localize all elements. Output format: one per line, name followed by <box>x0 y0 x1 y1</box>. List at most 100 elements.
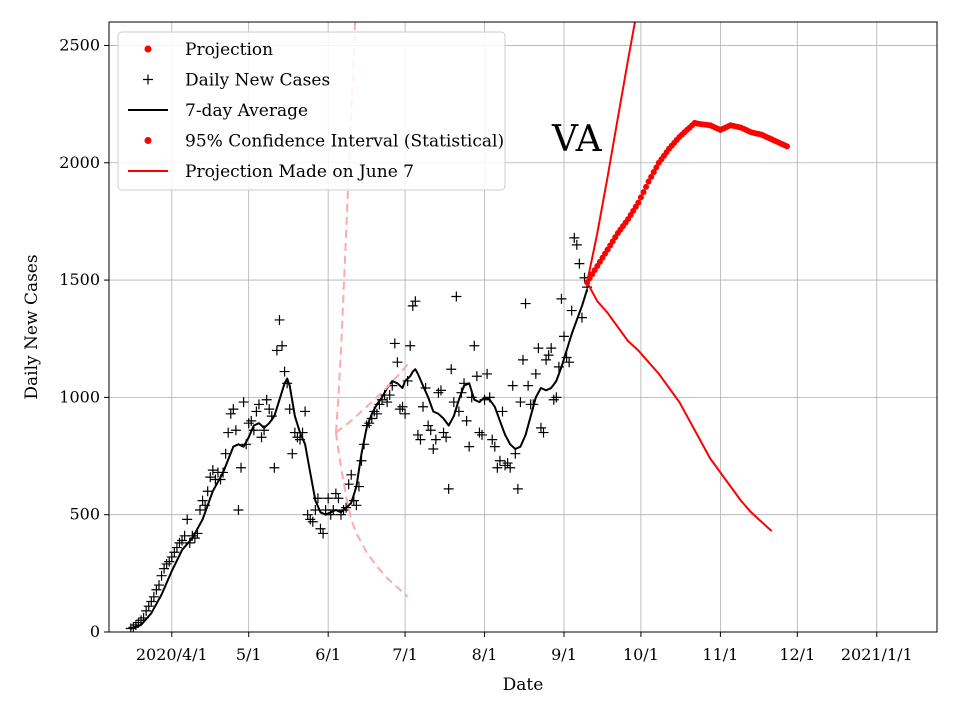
series-daily-new-cases <box>125 232 593 632</box>
data-point <box>238 397 249 408</box>
data-point <box>323 493 334 504</box>
95-confidence-interval-upper-line <box>586 22 636 283</box>
data-point <box>469 340 480 351</box>
data-point <box>561 352 572 363</box>
series-projection <box>584 119 791 286</box>
series-95-confidence-interval-upper <box>586 22 636 283</box>
data-point <box>243 418 254 429</box>
7-day-average-line <box>130 289 589 630</box>
data-point <box>220 448 231 459</box>
data-point <box>169 547 180 558</box>
data-point <box>166 551 177 562</box>
y-tick-label: 2000 <box>59 153 100 172</box>
x-tick-label: 5/1 <box>236 645 262 664</box>
data-point <box>407 300 418 311</box>
data-point <box>171 542 182 553</box>
data-point <box>351 500 362 511</box>
data-point <box>543 350 554 361</box>
data-point <box>151 584 162 595</box>
legend-marker-dot <box>144 45 152 53</box>
projection-point <box>635 199 642 206</box>
data-point <box>197 495 208 506</box>
data-point <box>412 429 423 440</box>
data-point <box>566 305 577 316</box>
data-point <box>141 605 152 616</box>
projection-point <box>653 164 660 171</box>
data-point <box>346 469 357 480</box>
axis-ticks: 2020/4/1 5/1 6/1 7/1 8/1 9/1 10/1 11/1 12/1 2021/… <box>59 35 912 664</box>
data-point <box>400 408 411 419</box>
data-point <box>410 296 421 307</box>
data-point <box>541 354 552 365</box>
data-point <box>236 462 247 473</box>
x-tick-label: 10/1 <box>623 645 659 664</box>
x-tick-label: 7/1 <box>392 645 418 664</box>
projection-point <box>637 194 644 201</box>
data-point <box>505 462 516 473</box>
x-tick-label: 2021/1/1 <box>841 645 913 664</box>
data-point <box>546 343 557 354</box>
data-point <box>574 258 585 269</box>
x-tick-label: 6/1 <box>315 645 341 664</box>
data-point <box>464 441 475 452</box>
legend-marker-dot <box>144 137 152 144</box>
data-point <box>397 401 408 412</box>
data-point <box>415 434 426 445</box>
data-point <box>371 408 382 419</box>
data-point <box>494 455 505 466</box>
data-point <box>571 239 582 250</box>
data-point <box>476 429 487 440</box>
data-point <box>507 380 518 391</box>
projection-made-on-june-7-middle-line <box>335 363 409 434</box>
legend-marker-plus <box>143 74 153 85</box>
data-point <box>384 390 395 401</box>
x-axis-label: Date <box>503 675 544 695</box>
legend-label: 95% Confidence Interval (Statistical) <box>185 132 504 152</box>
data-point <box>556 293 567 304</box>
series-projection-made-on-june-7-middle <box>335 363 409 434</box>
legend-label: 7-day Average <box>185 101 308 121</box>
data-point <box>510 448 521 459</box>
data-point <box>535 422 546 433</box>
data-point <box>394 404 405 415</box>
series-95-confidence-interval-lower <box>586 281 773 532</box>
data-point <box>430 434 441 445</box>
data-point <box>182 514 193 525</box>
data-point <box>205 472 216 483</box>
data-point <box>471 371 482 382</box>
projection-point <box>643 183 650 190</box>
data-point <box>487 434 498 445</box>
x-tick-label: 2020/4/1 <box>136 645 208 664</box>
projection-point <box>648 173 655 180</box>
data-point <box>251 406 262 417</box>
data-point <box>305 514 316 525</box>
data-point <box>153 580 164 591</box>
data-point <box>143 601 154 612</box>
data-point <box>233 505 244 515</box>
data-point <box>482 368 493 379</box>
data-point <box>156 570 167 581</box>
data-point <box>438 427 449 438</box>
data-point <box>269 462 280 473</box>
data-point <box>425 425 436 436</box>
data-point <box>207 465 218 476</box>
data-point <box>405 340 416 351</box>
legend: Projection Daily New Cases 7-day Average 95… <box>117 31 506 191</box>
data-point <box>418 401 429 412</box>
data-point <box>177 535 188 546</box>
data-point <box>230 425 241 436</box>
data-point <box>315 523 326 534</box>
data-point <box>538 427 549 438</box>
data-point <box>474 427 485 438</box>
data-point <box>497 406 508 417</box>
data-point <box>318 528 329 539</box>
data-point <box>261 394 272 405</box>
data-point <box>228 404 239 415</box>
data-point <box>551 392 562 403</box>
series-7-day-average <box>130 289 589 630</box>
data-point <box>279 366 290 377</box>
data-point <box>515 397 526 408</box>
legend-label: Projection Made on June 7 <box>185 162 414 182</box>
data-point <box>446 364 457 375</box>
